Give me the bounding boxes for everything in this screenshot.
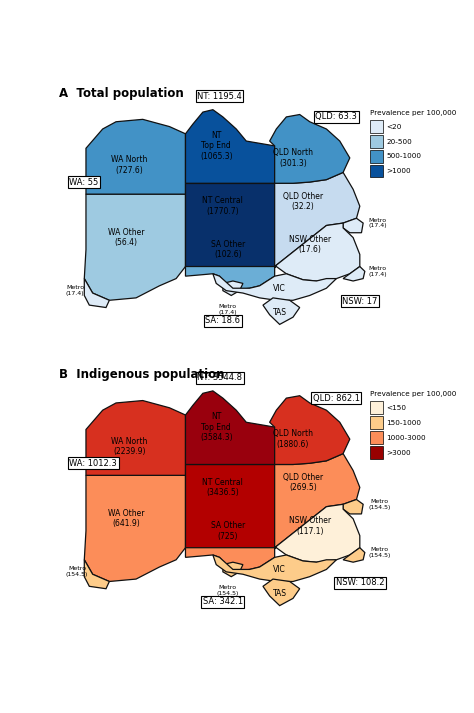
Text: WA North
(727.6): WA North (727.6): [111, 155, 147, 175]
Text: QLD North
(1880.6): QLD North (1880.6): [273, 429, 313, 449]
Text: NT
Top End
(1065.3): NT Top End (1065.3): [200, 131, 233, 160]
Polygon shape: [86, 401, 185, 476]
Polygon shape: [263, 579, 300, 605]
Bar: [370, 150, 383, 163]
Bar: [370, 135, 383, 148]
Polygon shape: [274, 504, 360, 562]
Polygon shape: [213, 274, 337, 300]
Bar: [370, 165, 383, 178]
Polygon shape: [270, 115, 350, 183]
Polygon shape: [185, 391, 274, 464]
Text: NT
Top End
(3584.3): NT Top End (3584.3): [200, 412, 233, 442]
Polygon shape: [84, 194, 185, 300]
Text: 500-1000: 500-1000: [386, 153, 421, 160]
Polygon shape: [274, 223, 360, 281]
Polygon shape: [185, 265, 274, 289]
Text: >1000: >1000: [386, 168, 411, 175]
Text: Prevalence per 100,000: Prevalence per 100,000: [370, 391, 456, 397]
Bar: [370, 120, 383, 133]
Text: WA: 1012.3: WA: 1012.3: [69, 458, 117, 468]
Text: TAS: TAS: [273, 589, 287, 598]
Text: Metro
(154.5): Metro (154.5): [368, 499, 391, 510]
Polygon shape: [185, 183, 274, 267]
Polygon shape: [343, 267, 365, 281]
Text: NSW: 108.2: NSW: 108.2: [336, 578, 384, 588]
Text: VIC: VIC: [273, 284, 286, 293]
Polygon shape: [274, 173, 360, 267]
Text: <20: <20: [386, 123, 402, 130]
Polygon shape: [343, 218, 363, 232]
Text: WA Other
(56.4): WA Other (56.4): [108, 228, 144, 247]
Text: 1000-3000: 1000-3000: [386, 435, 426, 441]
Bar: [370, 431, 383, 443]
Bar: [370, 401, 383, 414]
Text: 150-1000: 150-1000: [386, 420, 421, 426]
Polygon shape: [86, 119, 185, 194]
Text: Metro
(17.4): Metro (17.4): [368, 217, 387, 228]
Text: SA: 342.1: SA: 342.1: [203, 597, 243, 607]
Text: Metro
(17.4): Metro (17.4): [219, 304, 237, 314]
Text: Metro
(17.4): Metro (17.4): [368, 266, 387, 277]
Polygon shape: [343, 548, 365, 562]
Text: SA: 18.6: SA: 18.6: [205, 317, 240, 325]
Text: NT Central
(1770.7): NT Central (1770.7): [202, 197, 243, 216]
Text: Metro
(154.5): Metro (154.5): [368, 547, 391, 558]
Polygon shape: [223, 562, 243, 577]
Text: NSW: 17: NSW: 17: [342, 297, 377, 306]
Text: QLD: 862.1: QLD: 862.1: [313, 394, 360, 403]
Text: QLD Other
(269.5): QLD Other (269.5): [283, 473, 323, 492]
Text: Prevalence per 100,000: Prevalence per 100,000: [370, 110, 456, 116]
Polygon shape: [185, 546, 274, 570]
Text: NSW Other
(117.1): NSW Other (117.1): [289, 516, 331, 535]
Text: TAS: TAS: [273, 308, 287, 317]
Text: VIC: VIC: [273, 565, 286, 574]
Text: >3000: >3000: [386, 450, 411, 456]
Text: WA: 55: WA: 55: [69, 178, 99, 187]
Polygon shape: [263, 298, 300, 324]
Polygon shape: [84, 560, 109, 589]
Polygon shape: [274, 453, 360, 548]
Text: WA North
(2239.9): WA North (2239.9): [111, 436, 147, 456]
Text: A  Total population: A Total population: [59, 87, 184, 100]
Text: SA Other
(725): SA Other (725): [211, 521, 245, 540]
Text: Metro
(17.4): Metro (17.4): [66, 285, 84, 296]
Polygon shape: [270, 396, 350, 464]
Polygon shape: [213, 555, 337, 582]
Polygon shape: [343, 500, 363, 514]
Text: 20-500: 20-500: [386, 138, 412, 145]
Text: Metro
(154.5): Metro (154.5): [66, 566, 88, 578]
Bar: [370, 446, 383, 458]
Polygon shape: [84, 476, 185, 582]
Text: NT Central
(3436.5): NT Central (3436.5): [202, 478, 243, 497]
Polygon shape: [84, 279, 109, 307]
Polygon shape: [185, 464, 274, 548]
Bar: [370, 416, 383, 429]
Text: SA Other
(102.6): SA Other (102.6): [211, 240, 245, 260]
Text: NT: 3544.8: NT: 3544.8: [197, 373, 242, 382]
Text: NSW Other
(17.6): NSW Other (17.6): [289, 235, 331, 255]
Polygon shape: [185, 110, 274, 183]
Polygon shape: [223, 281, 243, 295]
Text: QLD North
(301.3): QLD North (301.3): [273, 148, 313, 168]
Text: <150: <150: [386, 405, 407, 411]
Text: Metro
(154.5): Metro (154.5): [217, 585, 239, 596]
Text: WA Other
(641.9): WA Other (641.9): [108, 509, 144, 528]
Text: B  Indigenous population: B Indigenous population: [59, 368, 225, 381]
Text: QLD: 63.3: QLD: 63.3: [316, 113, 357, 121]
Text: QLD Other
(32.2): QLD Other (32.2): [283, 192, 323, 211]
Text: NT: 1195.4: NT: 1195.4: [197, 92, 242, 101]
